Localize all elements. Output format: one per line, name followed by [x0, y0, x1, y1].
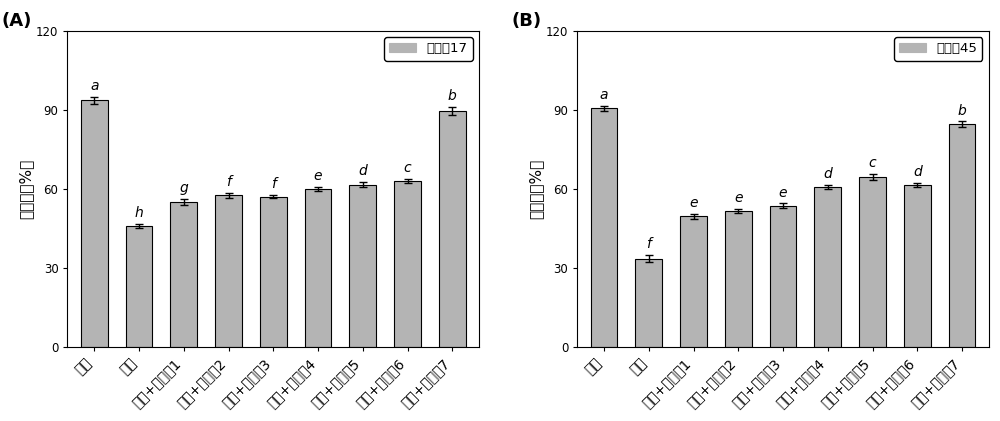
Bar [349, 185, 376, 347]
Text: d: d [823, 167, 832, 181]
Text: (A): (A) [2, 12, 32, 29]
Text: d: d [913, 165, 922, 179]
Text: h: h [135, 205, 143, 219]
Bar [439, 111, 466, 347]
Legend: 湘早籼45: 湘早籼45 [894, 37, 982, 61]
Bar [126, 226, 152, 347]
Bar [81, 101, 108, 347]
Bar [170, 202, 197, 347]
Text: e: e [734, 191, 743, 205]
Bar [680, 216, 707, 347]
Y-axis label: 发芽率（%）: 发芽率（%） [528, 159, 543, 219]
Text: (B): (B) [511, 12, 541, 29]
Text: e: e [689, 196, 698, 210]
Bar [394, 181, 421, 347]
Text: d: d [358, 164, 367, 178]
Legend: 中嘉早17: 中嘉早17 [384, 37, 473, 61]
Bar [904, 185, 931, 347]
Bar [305, 189, 331, 347]
Text: c: c [404, 161, 411, 175]
Bar [215, 195, 242, 347]
Bar [949, 124, 975, 347]
Text: g: g [179, 181, 188, 195]
Text: f: f [646, 237, 651, 251]
Bar [725, 211, 752, 347]
Bar [260, 197, 287, 347]
Text: e: e [779, 186, 787, 200]
Bar [859, 177, 886, 347]
Text: a: a [90, 79, 99, 93]
Text: a: a [600, 88, 608, 102]
Bar [635, 258, 662, 347]
Text: f: f [271, 177, 276, 191]
Text: c: c [869, 156, 876, 170]
Text: f: f [226, 175, 231, 189]
Bar [814, 187, 841, 347]
Text: b: b [958, 104, 966, 117]
Y-axis label: 发芽率（%）: 发芽率（%） [18, 159, 33, 219]
Bar [770, 206, 796, 347]
Bar [591, 108, 617, 347]
Text: b: b [448, 89, 457, 103]
Text: e: e [314, 169, 322, 183]
